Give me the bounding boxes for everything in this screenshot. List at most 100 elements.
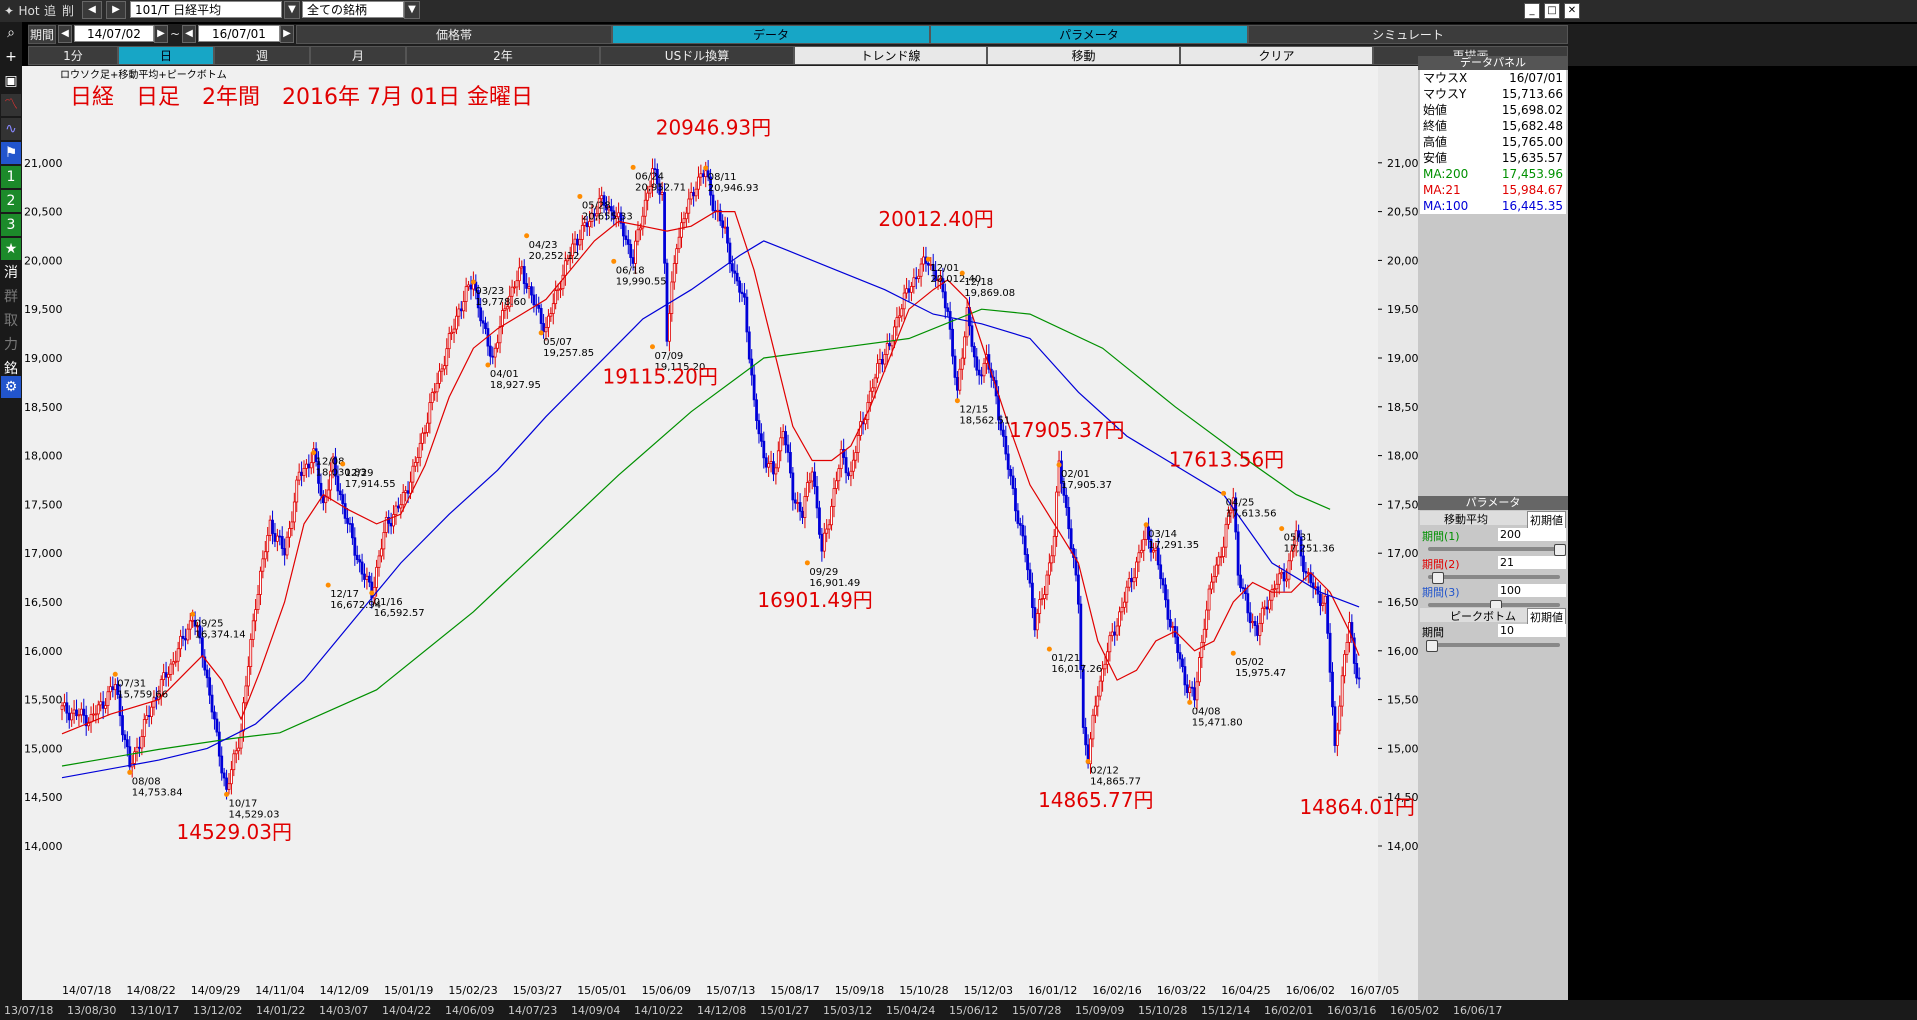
minimize-icon[interactable]: _	[1524, 3, 1540, 19]
bottom-date-label[interactable]: 14/06/09	[445, 1004, 495, 1017]
ma-param-knob[interactable]	[1432, 572, 1445, 584]
tab-parameter[interactable]: パラメータ	[930, 25, 1248, 44]
ma-param-knob[interactable]	[1554, 544, 1566, 556]
clear-button[interactable]: クリア	[1180, 46, 1373, 65]
bottom-date-label[interactable]: 13/07/18	[4, 1004, 54, 1017]
symbol-input[interactable]: 101/T 日経平均	[130, 1, 282, 18]
bottom-date-label[interactable]: 13/12/02	[193, 1004, 243, 1017]
flag-icon[interactable]: ⚑	[1, 142, 21, 164]
tab-price-band[interactable]: 価格帯	[296, 25, 612, 44]
usd-convert-button[interactable]: USドル換算	[600, 46, 794, 65]
chart-area[interactable]: 21,000 21,000 20,500 20,500 20,000 20,000 19,5…	[22, 66, 1418, 1000]
range-from-next-icon[interactable]: ▶	[154, 25, 168, 43]
timeframe-day[interactable]: 日	[118, 46, 214, 65]
bottom-date-label[interactable]: 15/01/27	[760, 1004, 810, 1017]
tool-2-button[interactable]: 2	[1, 190, 21, 212]
bottom-date-label[interactable]: 14/10/22	[634, 1004, 684, 1017]
trendline-button[interactable]: トレンド線	[794, 46, 987, 65]
candle-body	[1062, 482, 1066, 496]
tab-data[interactable]: データ	[612, 25, 930, 44]
bottom-date-label[interactable]: 16/05/02	[1390, 1004, 1440, 1017]
power-button[interactable]: 力	[4, 337, 18, 353]
take-button[interactable]: 取	[4, 313, 18, 329]
bottom-date-label[interactable]: 14/04/22	[382, 1004, 432, 1017]
line-chart-icon[interactable]: 〽	[1, 94, 21, 116]
peak-period-input[interactable]: 10	[1498, 624, 1566, 637]
bottom-date-label[interactable]: 14/09/04	[571, 1004, 621, 1017]
timeframe-month[interactable]: 月	[310, 46, 406, 65]
timeframe-1min[interactable]: 1分	[28, 46, 118, 65]
range-prev-icon[interactable]: ◀	[58, 25, 72, 43]
y-tick-label-left: 15,000	[24, 742, 63, 755]
peak-marker	[112, 671, 118, 677]
bottom-date-label[interactable]: 15/04/24	[886, 1004, 936, 1017]
range-to-prev-icon[interactable]: ◀	[182, 25, 196, 43]
ma-param-input[interactable]: 200	[1498, 528, 1566, 541]
peak-period-slider[interactable]	[1428, 643, 1560, 647]
range-from-input[interactable]: 14/07/02	[74, 25, 154, 42]
bottom-date-label[interactable]: 15/06/12	[949, 1004, 999, 1017]
peak-period-knob[interactable]	[1426, 640, 1438, 652]
bottom-date-label[interactable]: 13/08/30	[67, 1004, 117, 1017]
timeframe-2year[interactable]: 2年	[406, 46, 600, 65]
erase-button[interactable]: 消	[4, 265, 18, 281]
universe-dropdown-icon[interactable]: ▼	[404, 1, 420, 19]
bottom-date-label[interactable]: 15/12/14	[1201, 1004, 1251, 1017]
camera-icon[interactable]: ▣	[4, 73, 18, 89]
peak-label: 04/01 18,927.95	[490, 369, 541, 391]
bottom-date-label[interactable]: 14/12/08	[697, 1004, 747, 1017]
range-next-icon[interactable]: ▶	[280, 25, 294, 43]
candle-body	[897, 315, 901, 319]
candle-body	[907, 288, 911, 293]
bottom-date-label[interactable]: 15/07/28	[1012, 1004, 1062, 1017]
move-button[interactable]: 移動	[987, 46, 1180, 65]
candle-body	[220, 755, 224, 774]
bulb-icon[interactable]: ✦	[3, 4, 15, 18]
bottom-date-label[interactable]: 16/02/01	[1264, 1004, 1314, 1017]
bottom-date-label[interactable]: 15/09/09	[1075, 1004, 1125, 1017]
add-button[interactable]: 追	[43, 4, 56, 18]
ma-param-input[interactable]: 21	[1498, 556, 1566, 569]
gear-icon[interactable]: ⚙	[1, 376, 21, 398]
range-to-input[interactable]: 16/07/01	[198, 25, 280, 42]
bottom-date-label[interactable]: 15/03/12	[823, 1004, 873, 1017]
price-chart[interactable]: 21,000 21,000 20,500 20,500 20,000 20,000 19,5…	[22, 66, 1418, 1000]
crosshair-icon[interactable]: +	[5, 49, 17, 65]
candle-body	[1241, 587, 1245, 589]
peak-label: 08/08 14,753.84	[132, 776, 183, 798]
tab-simulate[interactable]: シミュレート	[1248, 25, 1568, 44]
multi-line-icon[interactable]: ∿	[1, 118, 21, 140]
bottom-date-label[interactable]: 14/01/22	[256, 1004, 306, 1017]
bottom-date-label[interactable]: 16/03/16	[1327, 1004, 1377, 1017]
candle-body	[830, 506, 833, 526]
peak-marker	[1221, 490, 1227, 496]
search-icon[interactable]: ⌕	[7, 25, 15, 41]
candle-body	[101, 701, 105, 709]
delete-button[interactable]: 削	[61, 4, 74, 18]
bottom-date-label[interactable]: 15/10/28	[1138, 1004, 1188, 1017]
bottom-date-label[interactable]: 14/07/23	[508, 1004, 558, 1017]
candle-body	[810, 471, 814, 482]
star-icon[interactable]: ★	[1, 238, 21, 260]
ma-param-slider[interactable]	[1428, 575, 1560, 579]
universe-select[interactable]: 全ての銘柄	[302, 1, 404, 18]
bottom-date-label[interactable]: 16/06/17	[1453, 1004, 1503, 1017]
bottom-date-label[interactable]: 13/10/17	[130, 1004, 180, 1017]
maximize-icon[interactable]: □	[1544, 3, 1560, 19]
tool-3-button[interactable]: 3	[1, 214, 21, 236]
prev-symbol-icon[interactable]: ◀	[82, 1, 102, 19]
ma-param-slider[interactable]	[1428, 547, 1560, 551]
hot-button[interactable]: Hot	[18, 4, 40, 18]
symbol-dropdown-icon[interactable]: ▼	[284, 1, 300, 19]
candle-body	[275, 535, 279, 542]
candle-body	[409, 481, 412, 494]
close-icon[interactable]: ✕	[1564, 3, 1580, 19]
tool-1-button[interactable]: 1	[1, 166, 21, 188]
timeframe-week[interactable]: 週	[214, 46, 310, 65]
ma-reset-button[interactable]: 初期値	[1527, 511, 1566, 529]
bottom-date-label[interactable]: 14/03/07	[319, 1004, 369, 1017]
brand-button[interactable]: 銘	[4, 361, 18, 377]
group-button[interactable]: 群	[4, 289, 18, 305]
next-symbol-icon[interactable]: ▶	[106, 1, 126, 19]
ma-param-input[interactable]: 100	[1498, 584, 1566, 597]
